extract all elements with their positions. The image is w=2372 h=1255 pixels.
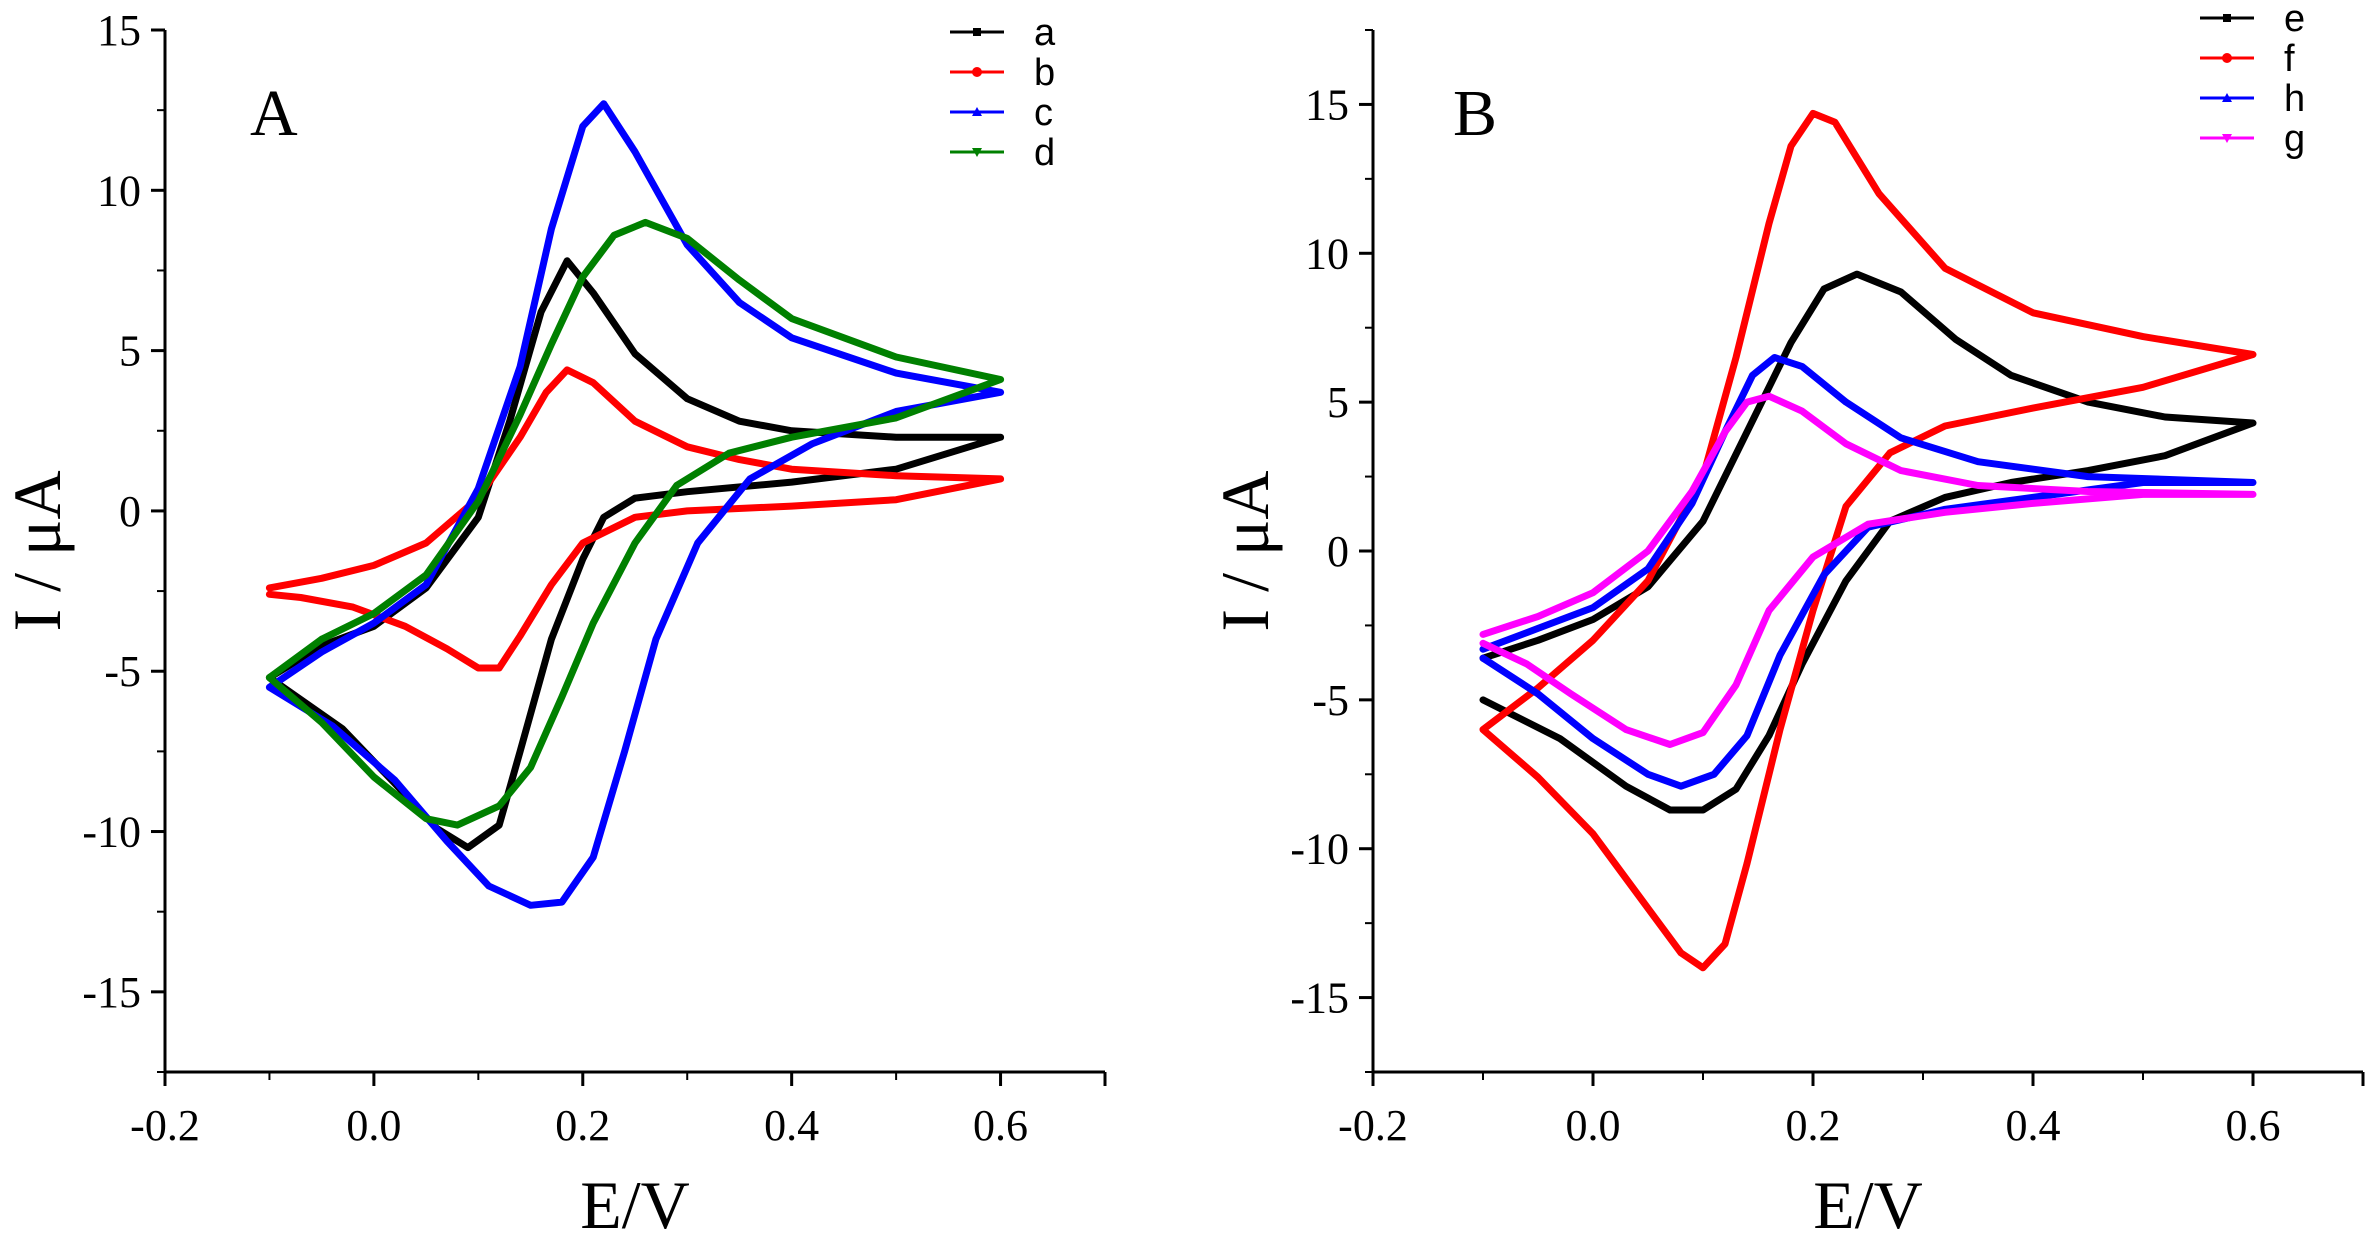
panel-b-x-axis-title: E/V bbox=[1813, 1167, 1923, 1243]
panel-a-y-tick-label: -10 bbox=[82, 808, 141, 857]
panel-a-x-tick-label: -0.2 bbox=[130, 1101, 200, 1150]
panel-a-y-tick-label: 5 bbox=[119, 327, 141, 376]
panel-a-x-tick-label: 0.6 bbox=[973, 1101, 1028, 1150]
panel-a-legend-marker-c bbox=[972, 107, 982, 116]
panel-b-y-tick-label: -5 bbox=[1312, 676, 1349, 725]
panel-b-legend-label-h: h bbox=[2284, 78, 2305, 120]
panel-a-series-a-curve bbox=[265, 257, 1005, 852]
panel-b-legend-marker-g bbox=[2222, 134, 2232, 143]
panel-a-legend-label-b: b bbox=[1034, 52, 1055, 94]
panel-a-legend-label-c: c bbox=[1034, 92, 1053, 134]
panel-a-series-b-curve bbox=[265, 366, 1005, 672]
panel-b-series-f-curve bbox=[1479, 109, 2257, 972]
panel-b-x-tick-label: 0.6 bbox=[2226, 1101, 2281, 1150]
panel-a-x-axis-title: E/V bbox=[580, 1167, 690, 1243]
panel-a-y-tick-label: 10 bbox=[97, 166, 141, 215]
panel-a-series-d-curve bbox=[265, 218, 1005, 829]
panel-a-x-tick-label: 0.4 bbox=[764, 1101, 819, 1150]
panel-a-legend-label-d: d bbox=[1034, 132, 1055, 174]
panel-b-series-e-curve bbox=[1479, 270, 2257, 814]
panel-b-x-tick-label: 0.0 bbox=[1566, 1101, 1621, 1150]
panel-a-legend-marker-d bbox=[972, 148, 982, 157]
panel-b-legend-marker-f bbox=[2222, 53, 2232, 63]
panel-a-label: A bbox=[250, 77, 298, 150]
panel-b: -0.2 0.0 0.2 0.4 0.6 -15 -10 -5 0 5 10 15 I / μA E/V B… bbox=[1207, 0, 2365, 1243]
panel-b-x-tick-label: 0.2 bbox=[1786, 1101, 1841, 1150]
panel-b-legend-label-g: g bbox=[2284, 118, 2305, 160]
panel-a-series-c-curve bbox=[265, 100, 1005, 909]
panel-a-x-tick-label: 0.2 bbox=[555, 1101, 610, 1150]
panel-b-series-g-curve bbox=[1479, 392, 2257, 748]
panel-b-y-tick-label: 10 bbox=[1305, 229, 1349, 278]
panel-b-y-tick-label: 15 bbox=[1305, 80, 1349, 129]
panel-a-y-axis-title: I / μA bbox=[0, 470, 75, 631]
panel-a-y-tick-label: 15 bbox=[97, 6, 141, 55]
panel-a-y-tick-label: -5 bbox=[104, 647, 141, 696]
panel-a-y-tick-label: -15 bbox=[82, 968, 141, 1017]
panel-b-legend-label-e: e bbox=[2284, 0, 2305, 40]
panel-b-label: B bbox=[1453, 77, 1497, 150]
panel-b-y-axis-title: I / μA bbox=[1207, 470, 1283, 631]
panel-b-x-tick-label: 0.4 bbox=[2006, 1101, 2061, 1150]
panel-b-legend-label-f: f bbox=[2284, 38, 2295, 80]
panel-b-y-tick-label: -10 bbox=[1290, 825, 1349, 874]
panel-b-x-tick-label: -0.2 bbox=[1338, 1101, 1408, 1150]
panel-b-y-tick-label: 5 bbox=[1327, 378, 1349, 427]
panel-b-series-h-curve bbox=[1479, 354, 2257, 790]
panel-a-y-tick-label: 0 bbox=[119, 487, 141, 536]
panel-b-y-tick-label: 0 bbox=[1327, 527, 1349, 576]
panel-b-legend-marker-e bbox=[2223, 14, 2231, 22]
panel-a-legend-label-a: a bbox=[1034, 12, 1056, 54]
panel-a-x-tick-label: 0.0 bbox=[346, 1101, 401, 1150]
panel-a-legend-marker-a bbox=[973, 28, 981, 36]
panel-a: -0.2 0.0 0.2 0.4 0.6 -15 -10 -5 0 5 10 15 I / μA E/V A… bbox=[0, 6, 1107, 1243]
panel-a-legend-marker-b bbox=[972, 67, 982, 77]
panel-b-legend-marker-h bbox=[2222, 93, 2232, 102]
panel-b-y-tick-label: -15 bbox=[1290, 974, 1349, 1023]
